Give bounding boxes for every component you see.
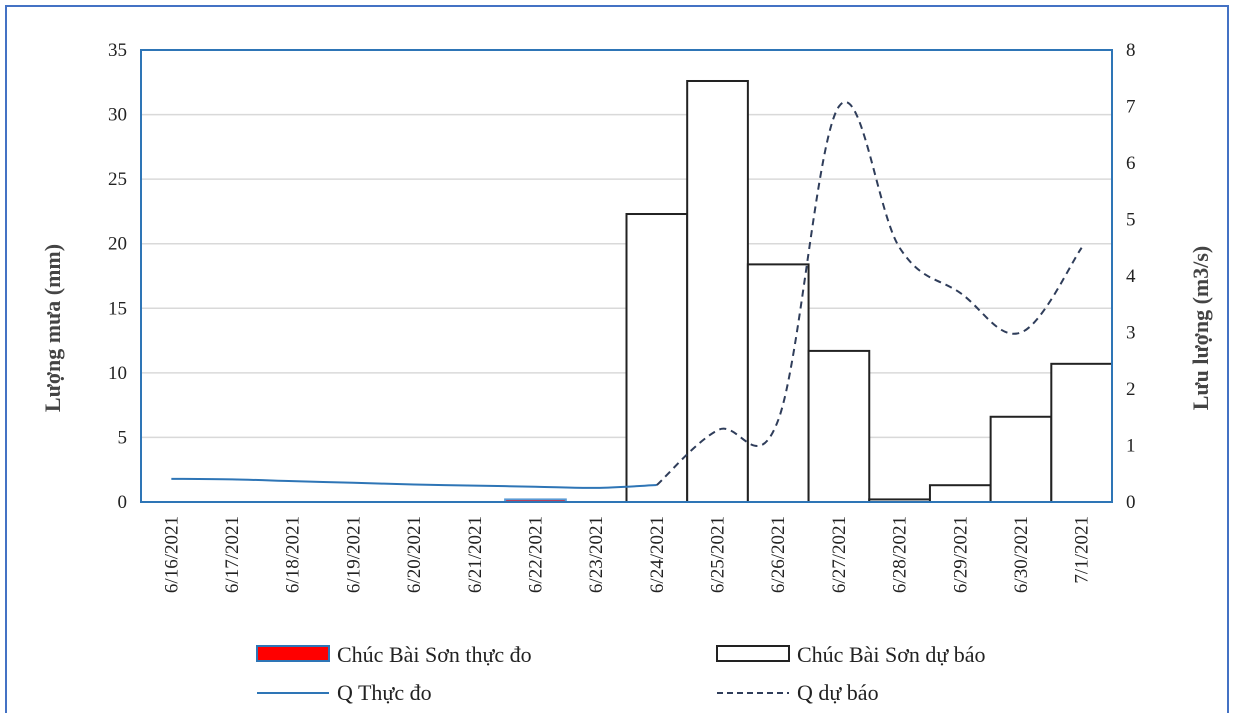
right-tick-label: 5 xyxy=(1126,210,1136,231)
left-tick-label: 5 xyxy=(118,427,128,448)
right-tick-label: 2 xyxy=(1126,379,1136,400)
left-tick-label: 15 xyxy=(108,298,127,319)
x-tick-label: 6/20/2021 xyxy=(404,516,425,593)
left-axis-ticks: 0 5 10 15 20 25 30 35 xyxy=(108,40,127,513)
x-tick-label: 6/22/2021 xyxy=(525,516,546,593)
legend-label-q-thuc-do: Q Thực đo xyxy=(337,680,432,705)
legend: Chúc Bài Sơn thực đo Chúc Bài Sơn dự báo… xyxy=(256,642,986,705)
x-axis-ticks: 6/16/2021 6/17/2021 6/18/2021 6/19/2021 6/20… xyxy=(161,516,1092,593)
bar-chuc-bai-son-du-bao xyxy=(928,484,992,503)
left-tick-label: 30 xyxy=(108,105,127,126)
legend-label-chuc-bai-son-thuc-do: Chúc Bài Sơn thực đo xyxy=(337,642,532,667)
left-tick-label: 0 xyxy=(118,492,128,513)
left-tick-label: 20 xyxy=(108,234,127,255)
legend-label-q-du-bao: Q dự báo xyxy=(797,680,879,705)
x-tick-label: 6/21/2021 xyxy=(465,516,486,593)
right-tick-label: 8 xyxy=(1126,40,1136,61)
legend-swatch-chuc-bai-son-du-bao xyxy=(716,645,790,662)
chart-frame xyxy=(5,5,1229,713)
right-tick-label: 3 xyxy=(1126,323,1136,344)
bar-chuc-bai-son-du-bao xyxy=(625,213,689,504)
x-tick-label: 6/17/2021 xyxy=(222,516,243,593)
line-series xyxy=(171,101,1083,489)
x-tick-label: 7/1/2021 xyxy=(1072,516,1093,584)
x-tick-label: 6/26/2021 xyxy=(768,516,789,593)
plot-border xyxy=(140,49,1113,503)
x-tick-label: 6/19/2021 xyxy=(343,516,364,593)
right-tick-label: 4 xyxy=(1126,266,1136,287)
left-axis-title: Lượng mưa (mm) xyxy=(40,244,65,412)
line-q-du-bao xyxy=(656,101,1083,486)
legend-swatch-chuc-bai-son-thuc-do xyxy=(256,645,330,662)
right-tick-label: 6 xyxy=(1126,153,1136,174)
right-tick-label: 1 xyxy=(1126,436,1136,457)
x-tick-label: 6/29/2021 xyxy=(950,516,971,593)
x-tick-label: 6/28/2021 xyxy=(890,516,911,593)
bar-chuc-bai-son-du-bao xyxy=(989,415,1053,503)
x-tick-label: 6/24/2021 xyxy=(647,516,668,593)
bar-chuc-bai-son-du-bao xyxy=(1050,362,1113,503)
bar-chuc-bai-son-du-bao xyxy=(746,263,810,503)
left-tick-label: 35 xyxy=(108,40,127,61)
x-tick-label: 6/27/2021 xyxy=(829,516,850,593)
legend-label-chuc-bai-son-du-bao: Chúc Bài Sơn dự báo xyxy=(797,642,986,667)
left-tick-label: 10 xyxy=(108,363,127,384)
x-tick-label: 6/18/2021 xyxy=(283,516,304,593)
right-tick-label: 0 xyxy=(1126,492,1136,513)
right-tick-label: 7 xyxy=(1126,97,1136,118)
right-axis-ticks: 0 1 2 3 4 5 6 7 8 xyxy=(1126,40,1136,513)
line-q-thuc-do xyxy=(171,477,657,489)
left-tick-label: 25 xyxy=(108,169,127,190)
x-tick-label: 6/23/2021 xyxy=(586,516,607,593)
right-axis-title: Lưu lượng (m3/s) xyxy=(1188,246,1213,411)
bar-chuc-bai-son-du-bao xyxy=(807,349,871,503)
x-tick-label: 6/16/2021 xyxy=(161,516,182,593)
x-tick-label: 6/25/2021 xyxy=(708,516,729,593)
bar-series xyxy=(504,79,1113,504)
x-tick-label: 6/30/2021 xyxy=(1011,516,1032,593)
bar-chuc-bai-son-du-bao xyxy=(686,79,749,503)
